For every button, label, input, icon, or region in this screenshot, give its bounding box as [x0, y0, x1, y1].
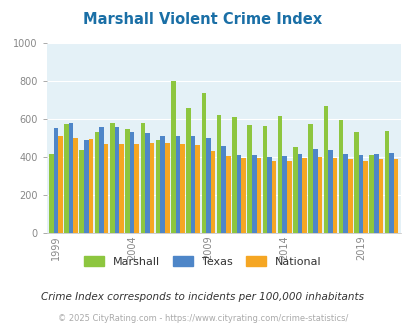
Bar — [156, 140, 160, 233]
Bar — [312, 149, 317, 233]
Bar — [271, 161, 276, 233]
Bar — [201, 93, 206, 233]
Bar — [384, 131, 388, 233]
Bar — [332, 158, 337, 233]
Bar — [69, 123, 73, 233]
Bar — [79, 150, 84, 233]
Bar — [99, 127, 104, 233]
Bar — [292, 147, 297, 233]
Bar — [210, 151, 215, 233]
Bar — [266, 157, 271, 233]
Bar — [247, 125, 252, 233]
Bar — [104, 145, 108, 233]
Bar — [53, 128, 58, 233]
Bar — [358, 155, 362, 233]
Bar — [323, 107, 327, 233]
Bar — [125, 129, 130, 233]
Bar — [64, 124, 69, 233]
Legend: Marshall, Texas, National: Marshall, Texas, National — [84, 256, 321, 267]
Bar — [393, 159, 397, 233]
Bar — [286, 161, 291, 233]
Bar — [353, 132, 358, 233]
Bar — [130, 132, 134, 233]
Text: © 2025 CityRating.com - https://www.cityrating.com/crime-statistics/: © 2025 CityRating.com - https://www.city… — [58, 314, 347, 323]
Bar — [88, 139, 93, 233]
Bar — [327, 150, 332, 233]
Bar — [221, 146, 226, 233]
Bar — [347, 159, 352, 233]
Bar — [388, 153, 393, 233]
Bar — [369, 155, 373, 233]
Bar — [277, 116, 282, 233]
Bar — [262, 126, 266, 233]
Bar — [282, 156, 286, 233]
Bar — [302, 158, 306, 233]
Bar — [206, 138, 210, 233]
Bar — [373, 154, 377, 233]
Bar — [160, 136, 164, 233]
Bar — [232, 117, 236, 233]
Bar — [190, 136, 195, 233]
Bar — [226, 156, 230, 233]
Bar — [256, 158, 260, 233]
Bar — [73, 138, 78, 233]
Bar — [119, 145, 124, 233]
Bar — [362, 161, 367, 233]
Bar — [140, 123, 145, 233]
Bar — [114, 127, 119, 233]
Bar — [241, 158, 245, 233]
Bar — [149, 144, 154, 233]
Bar — [343, 154, 347, 233]
Bar — [175, 136, 180, 233]
Bar — [377, 159, 382, 233]
Text: Marshall Violent Crime Index: Marshall Violent Crime Index — [83, 12, 322, 26]
Text: Crime Index corresponds to incidents per 100,000 inhabitants: Crime Index corresponds to incidents per… — [41, 292, 364, 302]
Bar — [236, 155, 241, 233]
Bar — [145, 133, 149, 233]
Bar — [252, 155, 256, 233]
Bar — [110, 123, 114, 233]
Bar — [308, 123, 312, 233]
Bar — [317, 157, 321, 233]
Bar — [338, 120, 343, 233]
Bar — [297, 154, 302, 233]
Bar — [180, 145, 184, 233]
Bar — [84, 140, 88, 233]
Bar — [216, 115, 221, 233]
Bar — [94, 132, 99, 233]
Bar — [49, 154, 53, 233]
Bar — [186, 108, 190, 233]
Bar — [164, 143, 169, 233]
Bar — [134, 145, 139, 233]
Bar — [171, 81, 175, 233]
Bar — [195, 145, 200, 233]
Bar — [58, 136, 62, 233]
